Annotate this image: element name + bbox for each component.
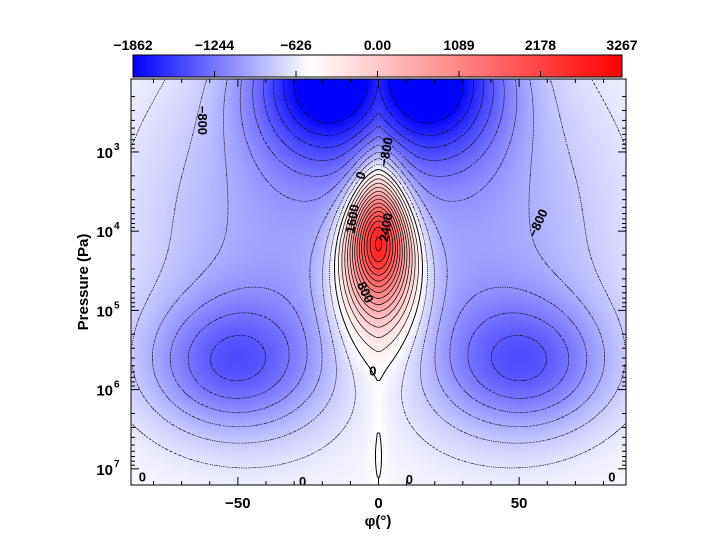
contour-label: 0 xyxy=(369,363,376,378)
colorbar-tick-label: 0.00 xyxy=(364,37,391,53)
contour-negative xyxy=(131,79,626,444)
y-tick-exponent: 7 xyxy=(114,459,120,470)
x-axis-label: φ(°) xyxy=(365,513,392,530)
contour-negative xyxy=(169,79,588,413)
colorbar-tick-label: 1089 xyxy=(443,37,474,53)
colorbar-tick-label: 3267 xyxy=(606,37,637,53)
contour-negative xyxy=(283,79,474,136)
y-axis-label: Pressure (Pa) xyxy=(75,234,92,331)
heatmap-field xyxy=(131,79,626,485)
y-tick-exponent: 5 xyxy=(114,300,120,311)
y-tick-exponent: 6 xyxy=(114,380,120,391)
colorbar-tick-label: −1244 xyxy=(195,37,235,53)
contour-positive xyxy=(352,194,405,305)
contour-negative xyxy=(131,79,626,469)
contour-positive xyxy=(347,186,410,320)
y-tick-label: 10 xyxy=(96,383,113,400)
contour-positive xyxy=(354,198,403,299)
contour-positive xyxy=(358,206,399,288)
contour-label: 0 xyxy=(406,472,413,487)
y-tick-exponent: 4 xyxy=(114,221,120,232)
contour-label: 2400 xyxy=(376,212,396,243)
contour-label: −800 xyxy=(376,136,396,167)
contour-positive xyxy=(366,220,391,270)
colorbar-tick-label: −1862 xyxy=(113,37,153,53)
colorbar-tick-label: −626 xyxy=(280,37,312,53)
contour-positive xyxy=(374,236,383,252)
contour-label: 0 xyxy=(352,169,369,181)
contour-positive xyxy=(338,174,419,353)
contour-negative xyxy=(187,79,570,399)
y-tick-label: 10 xyxy=(96,145,113,162)
contour-positive xyxy=(341,178,416,338)
contour-label: 0 xyxy=(139,469,146,484)
contour-negative xyxy=(210,79,547,382)
x-tick-label: −50 xyxy=(225,495,250,512)
contour-positive xyxy=(361,211,396,282)
contour-zero xyxy=(334,169,423,478)
x-tick-label: 50 xyxy=(511,495,528,512)
contour-label: 0 xyxy=(608,469,615,484)
contour-label: 0 xyxy=(299,474,306,489)
contour-label: 1600 xyxy=(342,203,362,234)
y-tick-label: 10 xyxy=(96,462,113,479)
y-tick-exponent: 3 xyxy=(114,142,120,153)
contour-negative xyxy=(273,79,484,148)
contour-lines xyxy=(131,79,626,478)
y-tick-label: 10 xyxy=(96,224,113,241)
contour-positive xyxy=(369,226,388,263)
colorbar-tick-labels: −1862 −1244 −626 0.00 1089 2178 3267 xyxy=(113,37,638,77)
contour-negative xyxy=(151,79,606,428)
contour-positive xyxy=(356,202,401,293)
x-tick-label: 0 xyxy=(374,495,382,512)
contour-positive xyxy=(363,215,394,276)
y-tick-label: 10 xyxy=(96,303,113,320)
contour-positive xyxy=(344,182,413,328)
contour-positive xyxy=(349,190,408,312)
colorbar-tick-label: 2178 xyxy=(525,37,556,53)
contour-label: −800 xyxy=(195,106,210,135)
colorbar: −1862 −1244 −626 0.00 1089 2178 3267 xyxy=(113,37,638,78)
x-axis-ticks: −50 0 50 xyxy=(153,79,604,512)
